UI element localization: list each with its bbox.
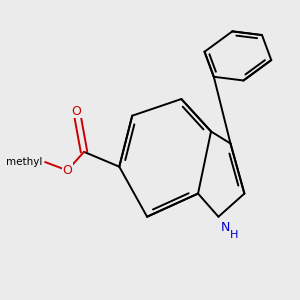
Text: H: H <box>230 230 238 240</box>
Text: methyl: methyl <box>6 157 42 167</box>
Text: O: O <box>72 105 82 118</box>
Text: N: N <box>221 221 230 234</box>
Text: O: O <box>62 164 72 177</box>
